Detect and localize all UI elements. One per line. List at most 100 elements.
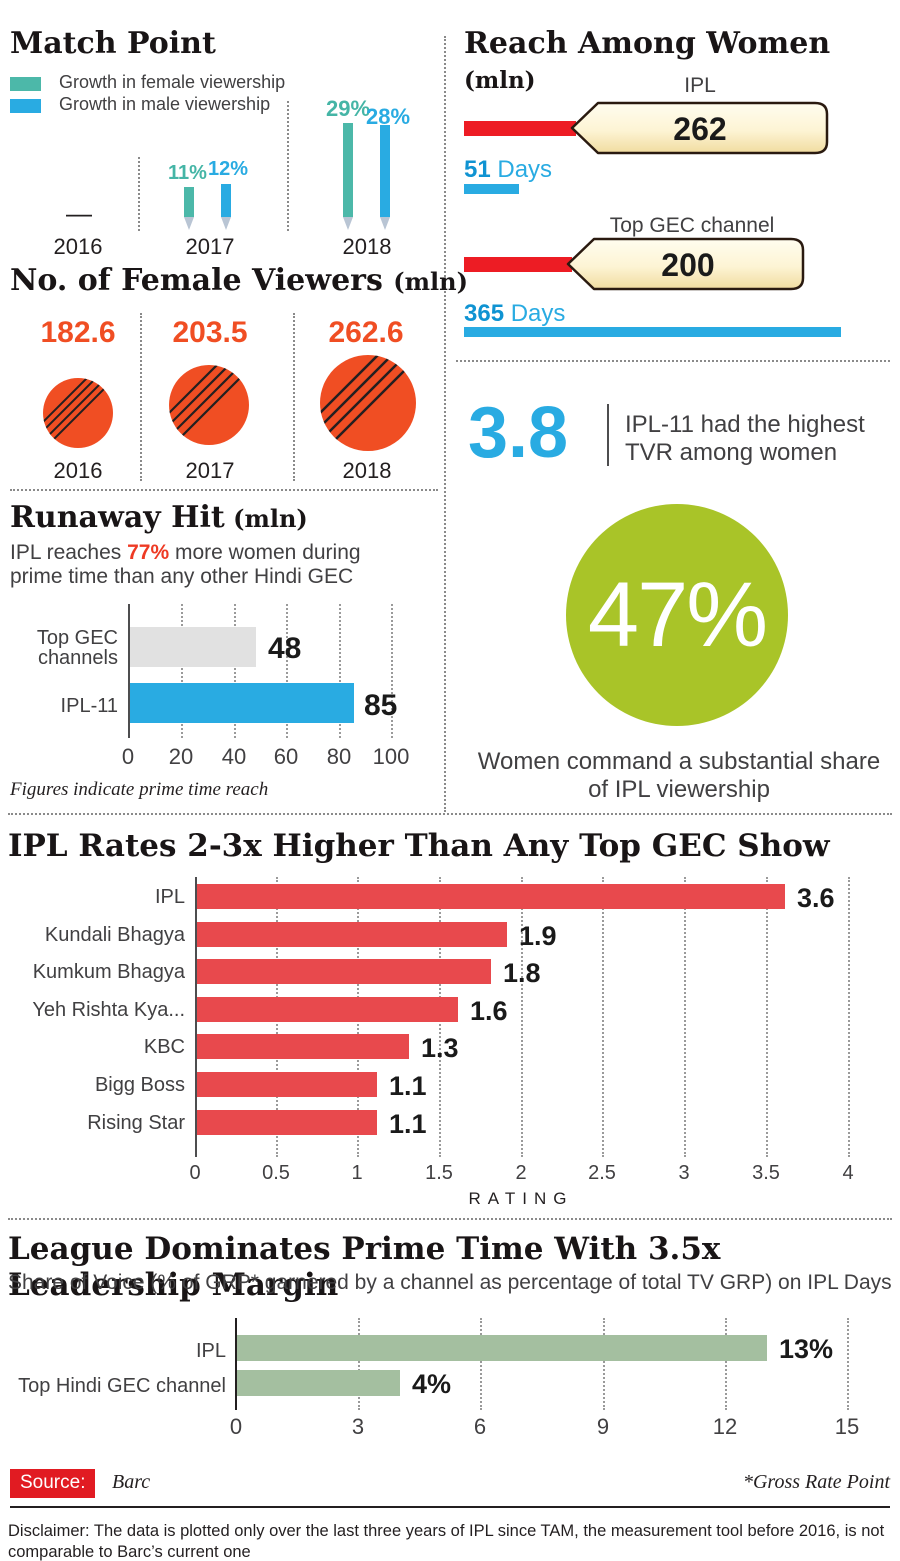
share-caption-line2: of IPL viewership [588,776,770,803]
cricket-ball-icon [169,365,249,445]
reach-days-bar-ipl [464,184,519,194]
ratings-tick: 1.5 [425,1162,453,1184]
ratings-value: 1.9 [519,921,557,951]
reach-days-ipl-num: 51 [464,156,491,183]
column-divider [444,36,446,812]
gridline [766,877,768,1157]
disclaimer: Disclaimer: The data is plotted only ove… [8,1521,892,1561]
runaway-bar-ipl [130,683,354,723]
reach-days-gec-word: Days [504,300,566,327]
runaway-footnote: Figures indicate prime time reach [10,779,269,800]
gridline [684,877,686,1157]
sov-tick: 12 [712,1414,738,1439]
ratings-value: 1.1 [389,1071,427,1101]
ratings-axis-line [195,877,197,1157]
stump-bar-2018-female [343,123,353,217]
gridline [480,1318,482,1410]
sov-bar [237,1335,767,1361]
reach-title: Reach Among Women (mln) [464,26,900,96]
sov-tick: 15 [834,1414,860,1439]
gridline [521,877,523,1157]
ratings-bar [197,1034,409,1059]
year-label-2018: 2018 [342,234,392,259]
gridline [848,877,850,1157]
runaway-subtitle-post: more women during [169,541,361,564]
reach-label-gec: Top GEC channel [609,214,775,237]
sov-bar [237,1370,400,1396]
ratings-bar [197,959,491,984]
disclaimer-line2: comparable to Barc’s current one [8,1543,251,1561]
ratings-tick: 3 [678,1162,690,1184]
gridline [358,1318,360,1410]
ratings-row-label: Kundali Bhagya [44,924,185,946]
section-divider [10,489,438,491]
female-viewers-title-unit: (mln) [393,267,468,296]
ratings-row-label: Bigg Boss [94,1074,185,1096]
stump-bar-2018-male [380,125,390,217]
sov-tick: 6 [473,1414,487,1439]
runaway-title: Runaway Hit (mln) [10,500,308,535]
runaway-row-label-ipl: IPL-11 [60,695,118,717]
stump-tip-icon [184,217,194,230]
ratings-tick: 4 [842,1162,854,1184]
runaway-title-main: Runaway Hit [10,500,225,535]
stump-bar-2017-male [221,184,231,217]
legend-label-female: Growth in female viewership [59,72,286,92]
cricket-ball-icon [43,378,113,448]
sov-tick: 3 [351,1414,365,1439]
viewers-value-2018: 262.6 [328,316,404,349]
ratings-row-label: Rising Star [87,1112,185,1134]
gridline [234,604,236,738]
match-point-separator-1 [138,157,140,231]
stump-bar-2017-female [184,187,194,217]
reach-days-ipl-word: Days [490,156,553,183]
runaway-tick-100: 100 [372,744,410,769]
ratings-bar [197,997,458,1022]
reach-value-ipl: 262 [673,111,727,147]
viewers-separator-2 [293,313,295,481]
grp-footnote: *Gross Rate Point [742,1471,890,1493]
sov-title: League Dominates Prime Time With 3.5x Le… [8,1231,721,1303]
legend-swatch-female [10,77,41,91]
gridline [602,877,604,1157]
sov-value: 13% [779,1334,834,1364]
reach-title-unit: (mln) [464,67,536,94]
ratings-row-label: Kumkum Bhagya [32,961,185,983]
value-2018-male: 28% [366,104,411,129]
reach-days-ipl: 51 Days [464,156,552,184]
stump-tip-icon [343,217,353,230]
ratings-row-label: Yeh Rishta Kya... [32,999,185,1021]
sov-axis-line [235,1318,237,1410]
female-viewers-title-main: No. of Female Viewers [10,263,394,298]
ball-year-2017: 2017 [185,458,235,483]
section-divider [456,360,890,362]
female-viewers-title: No. of Female Viewers (mln) [10,263,468,298]
cricket-ball-icon [320,355,416,451]
ratings-tick: 1 [351,1162,363,1184]
share-caption-line1: Women command a substantial share [477,748,881,775]
bat-handle-icon [464,257,572,272]
gridline [847,1318,849,1410]
sov-row-label: Top Hindi GEC channel [18,1375,226,1397]
ratings-value: 3.6 [797,883,835,913]
ratings-axis-label: RATING [468,1189,574,1208]
share-circle-value: 47% [587,563,768,666]
ratings-row-label: IPL [154,886,185,908]
gridline [391,604,393,738]
value-2017-female: 11% [168,162,207,184]
runaway-subtitle-line2: prime time than any other Hindi GEC [10,565,354,588]
share-circle: 47% [566,504,788,726]
runaway-tick-40: 40 [221,744,247,769]
sov-row-label: IPL [195,1340,226,1362]
no-growth-dash-2016: — [66,198,92,228]
year-label-2017: 2017 [185,234,235,259]
ratings-value: 1.3 [421,1033,459,1063]
runaway-bar-gec [130,627,256,667]
legend-swatch-male [10,99,41,113]
section-divider [8,1218,892,1220]
match-point-title: Match Point [10,26,216,61]
gridline [181,604,183,738]
gridline [286,604,288,738]
tvr-divider [607,404,609,466]
